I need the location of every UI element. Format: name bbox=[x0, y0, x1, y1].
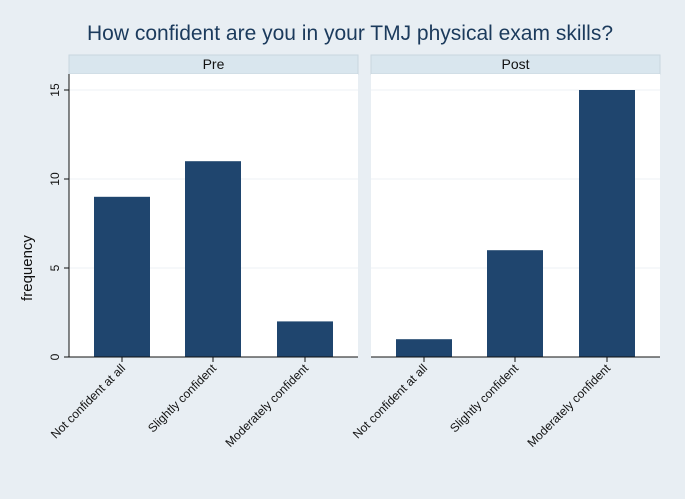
bar-pre-2 bbox=[185, 161, 241, 357]
panel-pre: Pre Not confident at all Slightly confiden… bbox=[48, 54, 359, 450]
y-axis-label: frequency bbox=[19, 235, 36, 301]
y-tick-label: 15 bbox=[48, 83, 62, 97]
bar-post-3 bbox=[579, 90, 635, 357]
panel-strip-label: Post bbox=[501, 56, 529, 72]
bar-pre-1 bbox=[94, 196, 150, 357]
bar-pre-3 bbox=[277, 321, 333, 357]
x-tick-label: Moderately confident bbox=[524, 361, 613, 450]
y-tick-label: 5 bbox=[48, 264, 62, 271]
x-tick-label: Slightly confident bbox=[447, 361, 522, 436]
bar-post-1 bbox=[396, 339, 452, 357]
panel-post: Post Not confident at all Slightly confide… bbox=[350, 54, 661, 450]
x-tick-label: Moderately confident bbox=[222, 361, 311, 450]
panel-strip-label: Pre bbox=[203, 56, 225, 72]
y-tick-label: 0 bbox=[48, 353, 62, 360]
x-tick-label: Not confident at all bbox=[48, 361, 128, 441]
bar-post-2 bbox=[487, 250, 543, 357]
x-tick-label: Slightly confident bbox=[145, 361, 220, 436]
chart-title: How confident are you in your TMJ physic… bbox=[87, 22, 613, 45]
y-tick-label: 10 bbox=[48, 172, 62, 186]
x-tick-label: Not confident at all bbox=[350, 361, 430, 441]
